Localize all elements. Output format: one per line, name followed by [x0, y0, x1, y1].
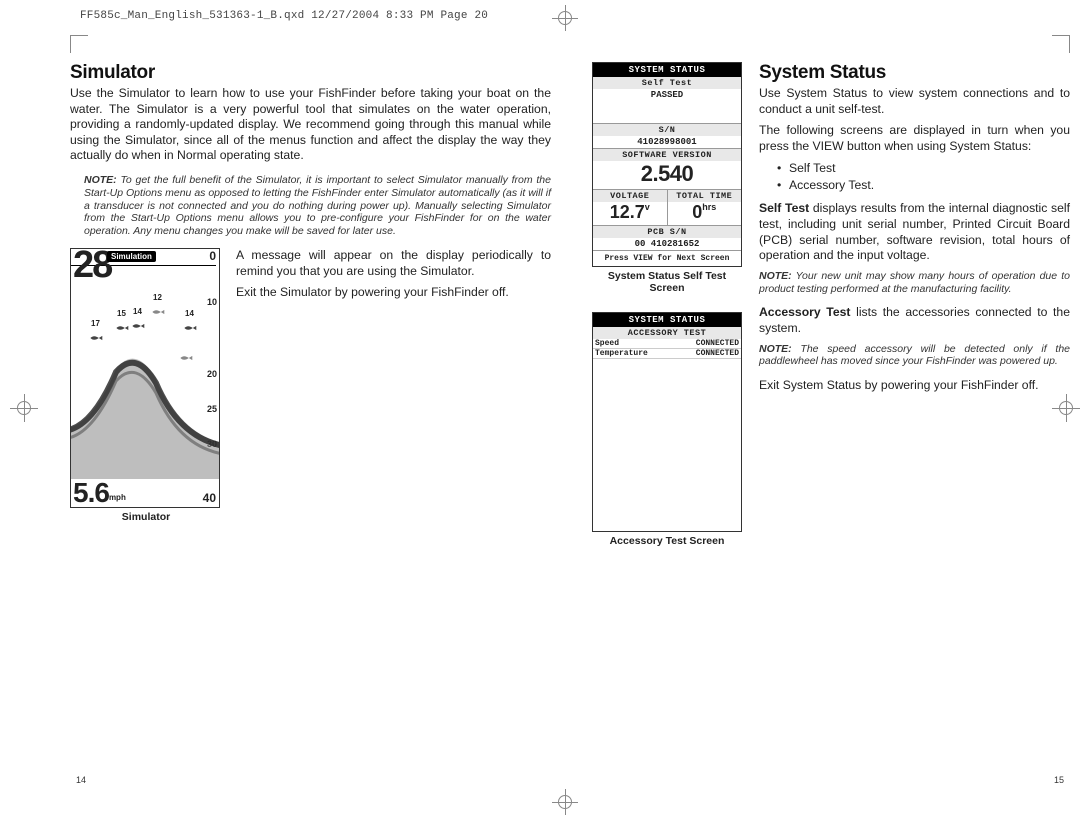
systemstatus-p1: Use System Status to view system connect… — [759, 86, 1070, 117]
selftest-h: Self Test — [593, 77, 741, 89]
simulator-figure: 0 28 ft Simulation 10 20 25 30 17 — [70, 248, 222, 523]
center-mark-bottom — [552, 789, 578, 815]
fish-icon — [131, 317, 145, 325]
side-mark-left — [10, 394, 38, 422]
selftest-h: SOFTWARE VERSION — [593, 148, 741, 161]
page-num-right: 15 — [1054, 775, 1064, 785]
simulator-screen: 0 28 ft Simulation 10 20 25 30 17 — [70, 248, 220, 508]
crop-mark-tl — [70, 35, 88, 53]
acc-val: CONNECTED — [696, 349, 739, 358]
simulator-p3: Exit the Simulator by powering your Fish… — [236, 285, 551, 301]
selftest-v: 41028998001 — [593, 136, 741, 148]
p4-lead: Accessory Test — [759, 305, 850, 319]
selftest-split-h: VOLTAGE TOTAL TIME — [593, 189, 741, 202]
note-body: The speed accessory will be detected onl… — [759, 343, 1070, 368]
selftest-software-version: 2.540 — [593, 161, 741, 189]
selftest-split-v: 12.7v 0hrs — [593, 202, 741, 225]
selftest-h: PCB S/N — [593, 225, 741, 238]
center-mark-top — [552, 5, 578, 31]
left-page: Simulator Use the Simulator to learn how… — [70, 62, 551, 785]
acc-key: Temperature — [595, 349, 648, 358]
fish-icon — [151, 303, 165, 311]
selftest-v: PASSED — [593, 89, 741, 101]
selftest-time-h: TOTAL TIME — [668, 190, 742, 202]
simulator-p2: A message will appear on the display per… — [236, 248, 551, 279]
sim-speed-value: 5.6 — [73, 480, 109, 505]
acc-key: Speed — [595, 339, 619, 348]
selftest-foot: Press VIEW for Next Screen — [593, 250, 741, 266]
acc-h: ACCESSORY TEST — [593, 327, 741, 339]
simulator-note: NOTE: To get the full benefit of the Sim… — [70, 174, 551, 238]
systemstatus-heading: System Status — [759, 62, 1070, 84]
selftest-time: 0hrs — [668, 202, 742, 225]
note-body: To get the full benefit of the Simulator… — [84, 174, 551, 237]
systemstatus-note1: NOTE: Your new unit may show many hours … — [759, 270, 1070, 296]
fish-label: 14 — [133, 307, 142, 316]
systemstatus-bullets: Self Test Accessory Test. — [789, 160, 1070, 193]
acc-title: SYSTEM STATUS — [593, 313, 741, 327]
acc-row: Temperature CONNECTED — [593, 349, 741, 359]
note-lead: NOTE: — [84, 174, 117, 186]
sim-tick: 10 — [207, 297, 217, 307]
sim-speed-unit: mph — [109, 493, 126, 502]
selftest-screen: SYSTEM STATUS Self Test PASSED S/N 41028… — [592, 62, 742, 267]
fish-label: 15 — [117, 309, 126, 318]
selftest-v: 00 410281652 — [593, 238, 741, 250]
p3-lead: Self Test — [759, 201, 809, 215]
selftest-title: SYSTEM STATUS — [593, 63, 741, 77]
simulator-p1: Use the Simulator to learn how to use yo… — [70, 86, 551, 164]
right-page: SYSTEM STATUS Self Test PASSED S/N 41028… — [589, 62, 1070, 785]
simulation-badge: Simulation — [107, 251, 156, 262]
systemstatus-note2: NOTE: The speed accessory will be detect… — [759, 343, 1070, 369]
bullet-accessory: Accessory Test. — [789, 177, 1070, 193]
sim-scale-40: 40 — [203, 491, 216, 505]
fish-icon — [115, 319, 129, 327]
simulator-caption: Simulator — [70, 511, 222, 523]
sonar-arc — [70, 339, 220, 479]
fish-label: 12 — [153, 293, 162, 302]
selftest-voltage: 12.7v — [593, 202, 668, 225]
crop-mark-tr — [1052, 35, 1070, 53]
fish-icon — [183, 319, 197, 327]
acc-table: Speed CONNECTED Temperature CONNECTED — [593, 339, 741, 359]
sim-speed: 5.6 mph — [73, 480, 126, 505]
accessory-screen: SYSTEM STATUS ACCESSORY TEST Speed CONNE… — [592, 312, 742, 532]
selftest-caption: System Status Self Test Screen — [589, 270, 745, 294]
acc-caption: Accessory Test Screen — [589, 535, 745, 547]
note-lead: NOTE: — [759, 270, 792, 282]
fish-label: 17 — [91, 319, 100, 328]
systemstatus-p3: Self Test displays results from the inte… — [759, 201, 1070, 263]
systemstatus-p5: Exit System Status by powering your Fish… — [759, 378, 1070, 394]
note-body: Your new unit may show many hours of ope… — [759, 270, 1070, 295]
sim-depth-value: 28 — [73, 249, 111, 281]
selftest-h: S/N — [593, 123, 741, 136]
bullet-selftest: Self Test — [789, 160, 1070, 176]
simulator-heading: Simulator — [70, 62, 551, 84]
note-lead: NOTE: — [759, 343, 792, 355]
acc-val: CONNECTED — [696, 339, 739, 348]
systemstatus-p4: Accessory Test lists the accessories con… — [759, 305, 1070, 336]
fish-label: 14 — [185, 309, 194, 318]
systemstatus-p2: The following screens are displayed in t… — [759, 123, 1070, 154]
page-num-left: 14 — [76, 775, 86, 785]
fish-icon — [89, 329, 103, 337]
selftest-voltage-h: VOLTAGE — [593, 190, 668, 202]
acc-row: Speed CONNECTED — [593, 339, 741, 349]
